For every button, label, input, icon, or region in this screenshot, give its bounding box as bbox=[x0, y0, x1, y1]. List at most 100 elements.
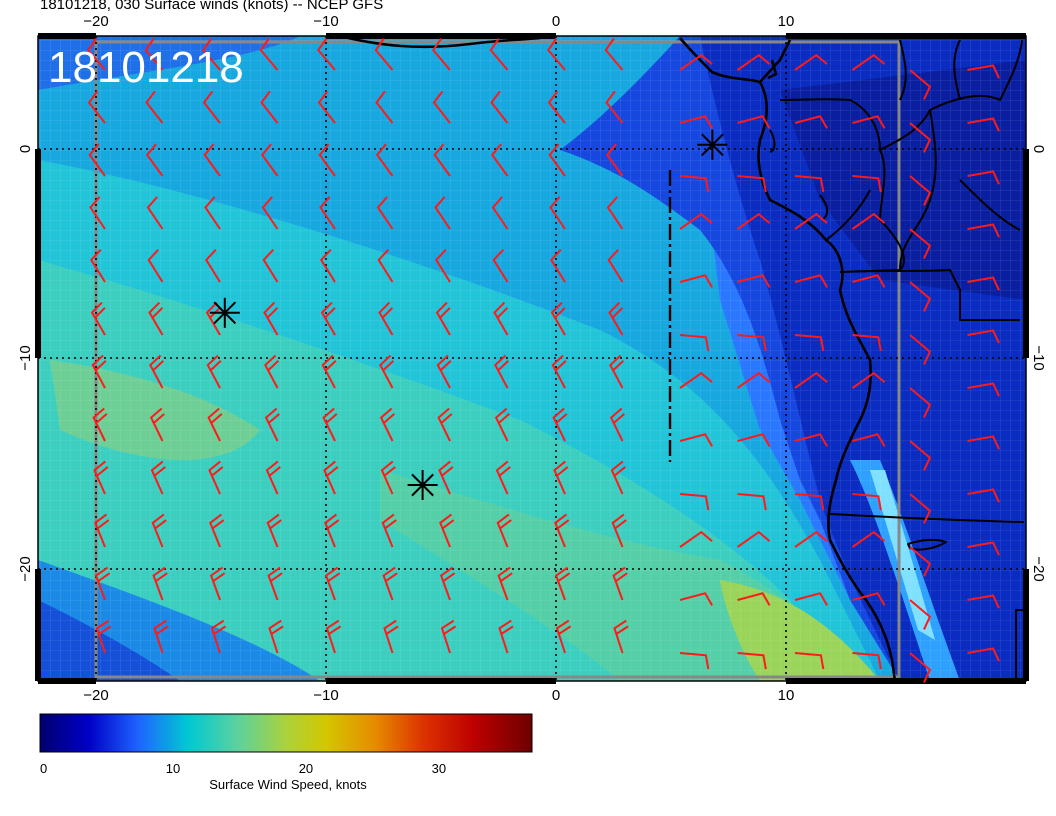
wind-barb bbox=[375, 143, 394, 177]
wind-barb bbox=[909, 387, 932, 418]
wind-barb bbox=[378, 301, 394, 336]
wind-barb bbox=[794, 212, 828, 230]
wind-barb bbox=[737, 592, 771, 606]
wind-barb bbox=[909, 69, 932, 100]
colorbar-tick-label: 30 bbox=[432, 761, 446, 776]
wind-barb bbox=[264, 354, 280, 389]
lat-label-right-s10: −10 bbox=[1030, 345, 1047, 370]
wind-barb bbox=[967, 276, 1000, 291]
wind-barb bbox=[553, 460, 569, 495]
wind-barb bbox=[89, 249, 106, 283]
colorbar-ticks: 0 10 20 30 bbox=[40, 761, 446, 776]
wind-barb bbox=[909, 334, 932, 365]
wind-barb bbox=[383, 619, 399, 654]
wind-barb bbox=[736, 212, 771, 230]
lat-label-left-s10: −10 bbox=[17, 345, 34, 370]
wind-barb bbox=[208, 460, 224, 495]
wind-barb bbox=[549, 196, 566, 230]
wind-barb bbox=[495, 460, 511, 495]
wind-barb bbox=[737, 433, 771, 447]
wind-barb bbox=[493, 301, 509, 336]
wind-barb bbox=[498, 619, 514, 654]
wind-barb bbox=[554, 566, 571, 601]
wind-barb bbox=[794, 652, 825, 670]
wind-barb bbox=[204, 249, 221, 283]
asterisk-marker bbox=[407, 470, 438, 500]
wind-barb bbox=[679, 592, 713, 606]
wind-barb bbox=[909, 228, 932, 259]
wind-barb bbox=[263, 301, 279, 336]
wind-barb bbox=[909, 122, 932, 153]
wind-barb bbox=[87, 90, 106, 124]
wind-barb bbox=[736, 371, 771, 389]
wind-barb bbox=[267, 566, 283, 601]
wind-barb bbox=[259, 38, 279, 71]
wind-barb bbox=[610, 460, 626, 495]
wind-barb bbox=[268, 619, 284, 654]
wind-barb bbox=[967, 382, 1000, 397]
wind-barb bbox=[376, 196, 394, 230]
wind-barb bbox=[380, 460, 396, 495]
wind-barb bbox=[611, 513, 627, 548]
wind-barb bbox=[202, 90, 221, 124]
country-borders bbox=[769, 39, 1025, 681]
lon-label-bottom-0: 0 bbox=[552, 687, 560, 704]
wind-barb bbox=[607, 249, 624, 283]
wind-barb bbox=[852, 115, 886, 129]
wind-barb bbox=[852, 274, 886, 288]
wind-barb bbox=[679, 652, 710, 670]
wind-barb bbox=[613, 619, 629, 654]
storm-markers bbox=[209, 129, 728, 500]
wind-barb bbox=[492, 249, 509, 283]
wind-barb bbox=[967, 223, 1000, 238]
lat-label-right-0: 0 bbox=[1030, 145, 1047, 153]
wind-barb bbox=[679, 433, 713, 447]
wind-barb bbox=[679, 115, 713, 129]
lon-label-top-e10: 10 bbox=[778, 13, 795, 30]
wind-barb bbox=[323, 460, 339, 495]
wind-barb bbox=[149, 354, 165, 389]
wind-barb bbox=[552, 407, 568, 442]
wind-barb bbox=[379, 354, 395, 389]
wind-barb bbox=[94, 513, 110, 548]
wind-barb bbox=[551, 354, 567, 389]
wind-barb bbox=[93, 460, 109, 495]
wind-barb bbox=[151, 513, 167, 548]
wind-barb bbox=[90, 301, 106, 336]
wind-barb bbox=[89, 196, 106, 230]
wind-barb bbox=[909, 599, 932, 630]
wind-barb bbox=[852, 592, 886, 606]
asterisk-marker bbox=[209, 297, 240, 328]
wind-barb bbox=[605, 143, 624, 177]
wind-barb bbox=[87, 38, 106, 71]
wind-barb bbox=[320, 301, 336, 336]
wind-barb bbox=[91, 354, 107, 389]
wind-barb bbox=[374, 38, 394, 71]
wind-barb bbox=[909, 546, 932, 577]
wind-barb bbox=[438, 460, 454, 495]
wind-barb bbox=[203, 143, 221, 177]
date-stamp: 18101218 bbox=[48, 43, 244, 92]
wind-barb bbox=[434, 196, 451, 230]
wind-barb bbox=[439, 513, 455, 548]
lon-label-bottom-w20: −20 bbox=[83, 687, 108, 704]
wind-barb bbox=[547, 90, 566, 124]
wind-barb bbox=[379, 407, 395, 442]
wind-barb bbox=[432, 38, 451, 71]
wind-barb bbox=[210, 619, 227, 654]
wind-barb bbox=[737, 652, 767, 670]
wind-barb bbox=[852, 175, 882, 193]
wind-barb bbox=[737, 493, 767, 511]
lat-label-right-s20: −20 bbox=[1030, 556, 1047, 581]
wind-barb bbox=[909, 281, 932, 312]
wind-barb bbox=[851, 530, 886, 548]
wind-barb bbox=[794, 274, 828, 288]
wind-barb bbox=[88, 143, 106, 177]
wind-barb bbox=[679, 334, 710, 352]
wind-barb bbox=[436, 354, 452, 389]
wind-barb bbox=[967, 647, 1000, 662]
wind-barb bbox=[260, 90, 279, 124]
wind-barb bbox=[265, 460, 281, 495]
colorbar-label: Surface Wind Speed, knots bbox=[209, 777, 367, 792]
